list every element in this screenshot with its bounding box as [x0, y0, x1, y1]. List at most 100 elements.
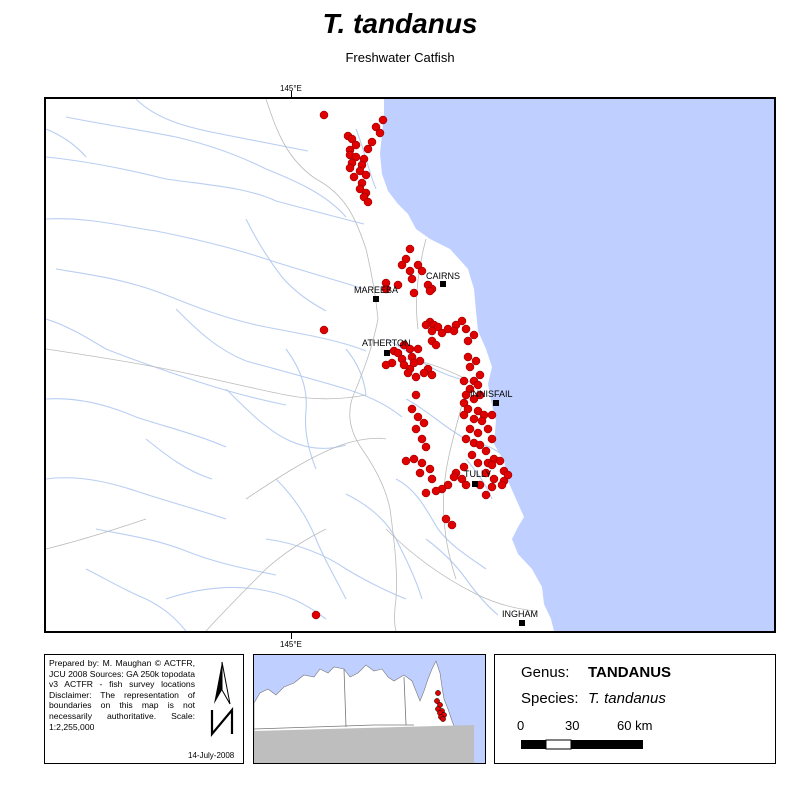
record-marker — [401, 456, 411, 466]
record-marker — [465, 424, 475, 434]
record-marker — [425, 464, 435, 474]
record-marker — [495, 456, 505, 466]
record-marker — [467, 450, 477, 460]
credits-text: Prepared by: M. Maughan © ACTFR, JCU 200… — [49, 658, 195, 732]
record-marker — [349, 172, 359, 182]
record-marker — [481, 446, 491, 456]
genus-label: Genus: — [521, 664, 570, 681]
record-marker — [463, 336, 473, 346]
record-marker — [487, 410, 497, 420]
record-marker — [463, 352, 473, 362]
record-marker — [367, 137, 377, 147]
record-marker — [427, 326, 437, 336]
town-label-innisfail: INNISFAIL — [470, 389, 513, 399]
record-marker — [411, 372, 421, 382]
legend-panel: Genus: TANDANUS Species: T. tandanus 0 3… — [494, 654, 776, 764]
record-marker — [497, 480, 507, 490]
scale-bar — [521, 739, 643, 750]
record-marker — [487, 482, 497, 492]
record-marker — [487, 434, 497, 444]
record-marker — [319, 325, 329, 335]
map-title: T. tandanus — [322, 8, 478, 39]
town-label-ingham: INGHAM — [502, 609, 538, 619]
record-marker — [427, 474, 437, 484]
record-marker — [399, 360, 409, 370]
record-marker — [361, 170, 371, 180]
main-map[interactable]: CAIRNS MAREEBA ATHERTON INNISFAIL TULLY … — [44, 97, 776, 633]
record-marker — [477, 416, 487, 426]
record-marker — [405, 244, 415, 254]
record-marker — [393, 348, 403, 358]
town-label-atherton: ATHERTON — [362, 338, 411, 348]
record-marker — [481, 468, 491, 478]
record-marker — [409, 454, 419, 464]
record-marker — [413, 344, 423, 354]
record-markers — [311, 110, 513, 620]
record-marker — [363, 197, 373, 207]
record-marker — [481, 490, 491, 500]
town-label-mareeba: MAREEBA — [354, 285, 398, 295]
graticule-bottom-tick — [291, 633, 292, 639]
record-marker — [461, 390, 471, 400]
record-marker — [409, 358, 419, 368]
record-marker — [431, 340, 441, 350]
record-marker — [319, 110, 329, 120]
record-marker — [415, 468, 425, 478]
record-marker — [473, 458, 483, 468]
record-marker — [475, 370, 485, 380]
inset-state-boundary — [254, 668, 414, 730]
record-marker — [461, 480, 471, 490]
record-marker — [457, 316, 467, 326]
record-marker — [419, 418, 429, 428]
record-marker — [489, 474, 499, 484]
record-marker — [469, 330, 479, 340]
river-network — [46, 99, 507, 631]
record-marker — [417, 434, 427, 444]
record-marker — [473, 380, 483, 390]
genus-value: TANDANUS — [588, 664, 672, 681]
record-marker — [375, 128, 385, 138]
record-marker — [407, 274, 417, 284]
scale-label-60: 60 km — [617, 718, 653, 733]
record-marker — [483, 424, 493, 434]
record-marker — [381, 360, 391, 370]
record-marker — [405, 266, 415, 276]
inset-record-marker — [440, 716, 446, 722]
record-marker — [355, 166, 365, 176]
graticule-bottom-label: 145°E — [280, 640, 302, 649]
record-marker — [433, 322, 443, 332]
record-marker — [405, 344, 415, 354]
town-marker-cairns — [440, 281, 446, 287]
record-marker — [421, 320, 431, 330]
record-marker — [417, 266, 427, 276]
record-marker — [409, 288, 419, 298]
record-marker — [457, 474, 467, 484]
credits-panel: Prepared by: M. Maughan © ACTFR, JCU 200… — [44, 654, 244, 764]
scale-label-30: 30 — [565, 718, 580, 733]
boundary-lines — [46, 99, 537, 631]
record-marker — [399, 340, 409, 350]
record-marker — [503, 470, 513, 480]
record-marker — [475, 390, 485, 400]
record-marker — [311, 610, 321, 620]
record-marker — [475, 440, 485, 450]
inset-record-marker — [434, 698, 440, 704]
record-marker — [487, 460, 497, 470]
species-value: T. tandanus — [588, 690, 666, 707]
record-marker — [413, 260, 423, 270]
graticule-top-label: 145°E — [280, 84, 302, 93]
record-marker — [473, 406, 483, 416]
locator-inset-map — [253, 654, 486, 764]
record-marker — [431, 486, 441, 496]
town-marker-mareeba — [373, 296, 379, 302]
record-marker — [355, 184, 365, 194]
record-marker — [371, 122, 381, 132]
inset-land-south — [254, 725, 474, 763]
record-marker — [421, 442, 431, 452]
town-marker-innisfail — [493, 400, 499, 406]
inset-records — [434, 690, 447, 722]
record-marker — [461, 434, 471, 444]
record-marker — [469, 394, 479, 404]
town-marker-tully — [472, 481, 478, 487]
record-marker — [459, 410, 469, 420]
